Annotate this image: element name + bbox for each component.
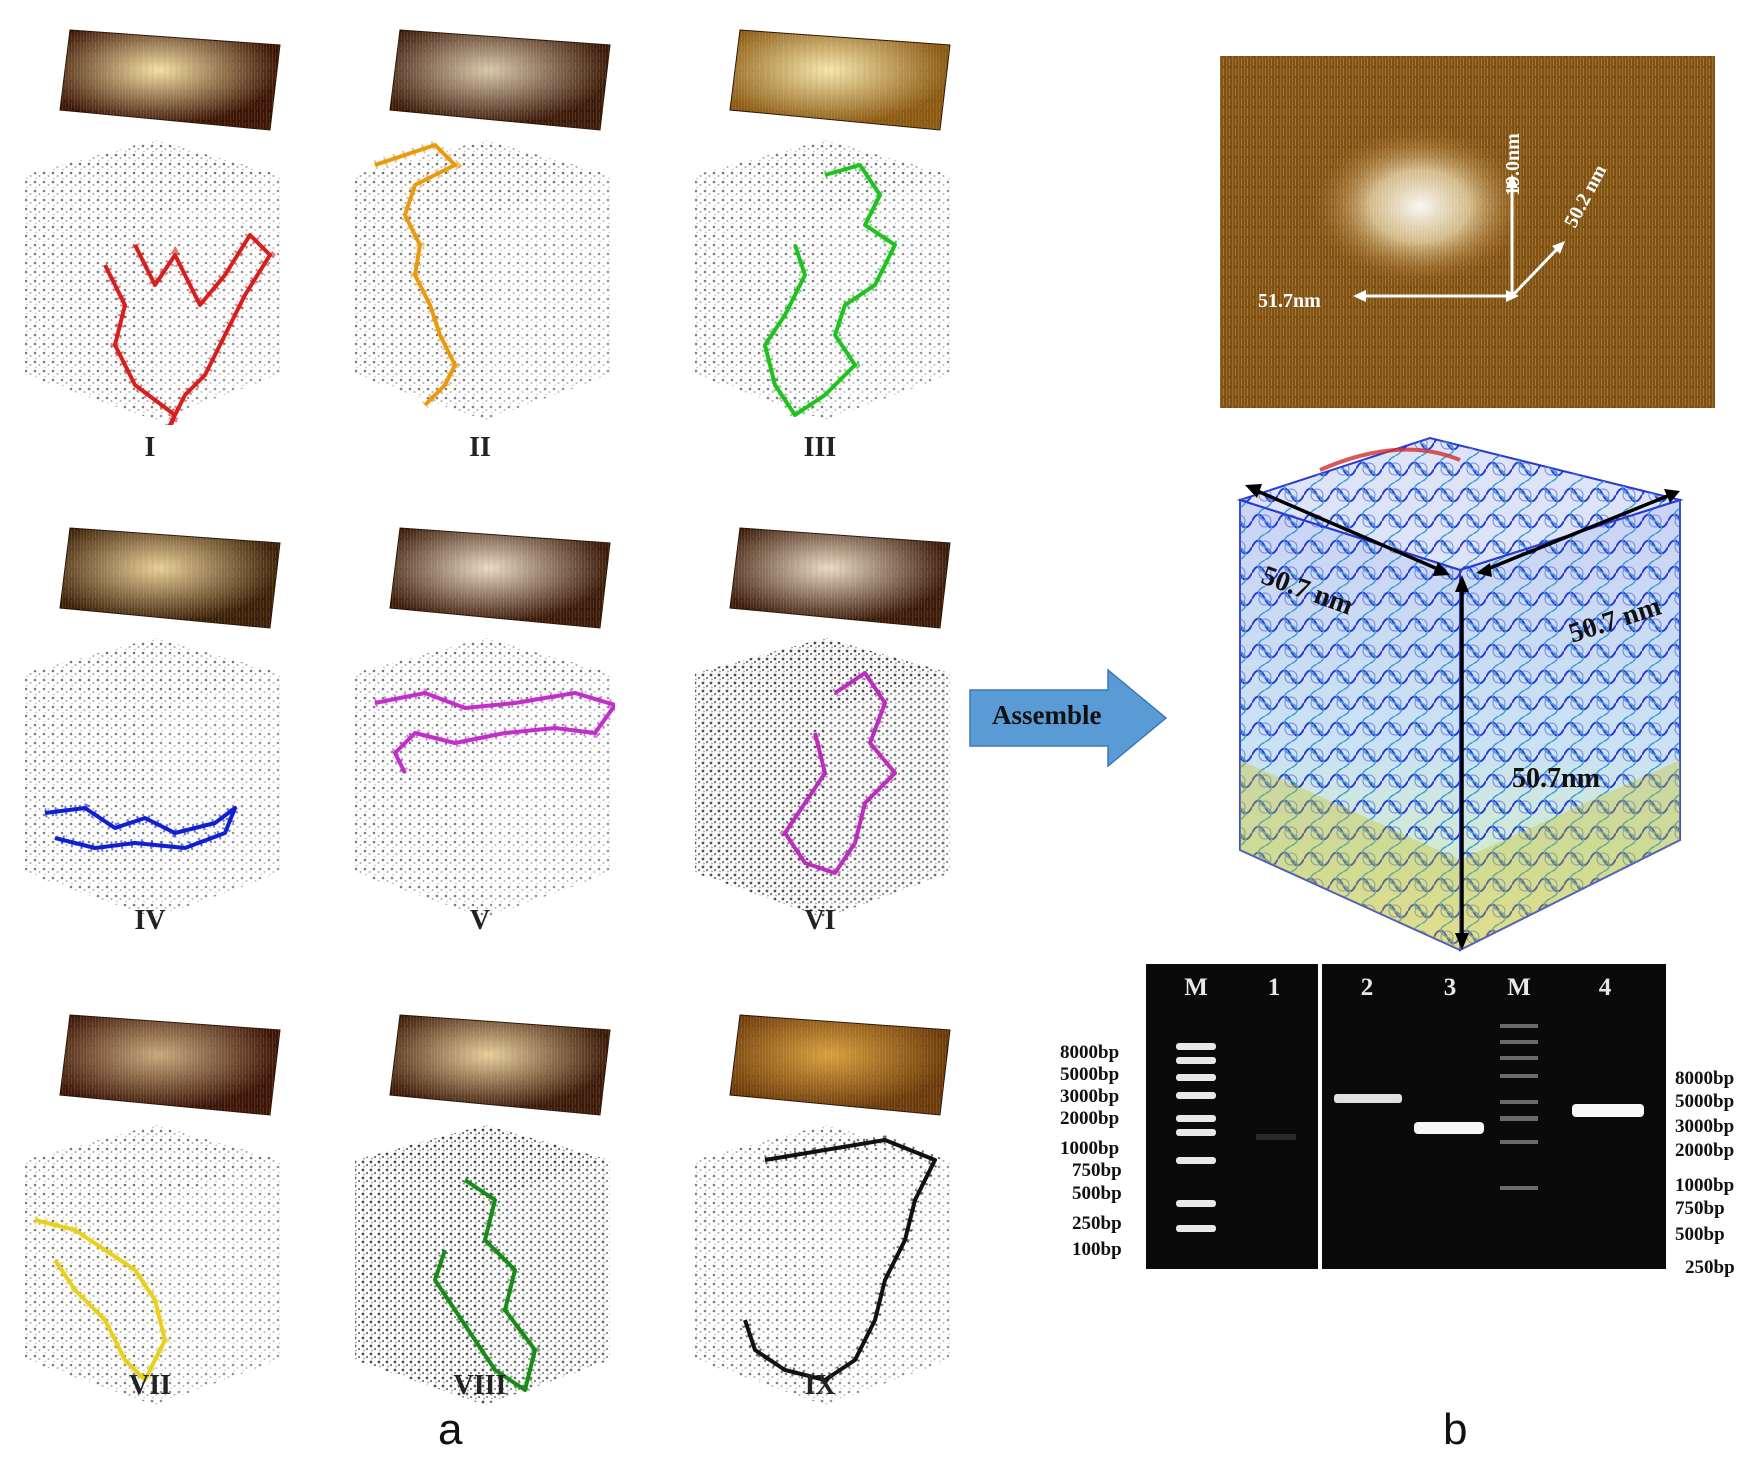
structure-label: VII	[128, 1370, 171, 1401]
structure-label: VIII	[453, 1370, 507, 1401]
highlighted-strand	[103, 233, 272, 425]
afm-thumbnail-III	[729, 29, 951, 131]
bp-label: 100bp	[1072, 1239, 1122, 1260]
structure-label: II	[469, 432, 491, 463]
bp-label: 2000bp	[1675, 1140, 1735, 1161]
height-label: 19.0nm	[1502, 133, 1524, 196]
bp-label: 250bp	[1685, 1257, 1735, 1278]
bp-label: 3000bp	[1060, 1086, 1120, 1107]
dna-cube-VI	[695, 638, 950, 918]
bp-label: 2000bp	[1060, 1108, 1120, 1129]
depth-arrow	[1510, 244, 1562, 298]
gel-right-lane-2: 2	[1360, 974, 1374, 1001]
bp-label: 8000bp	[1675, 1068, 1735, 1089]
assembled-cube-model	[1236, 436, 1684, 952]
structure-label: VI	[804, 905, 836, 936]
structure-label: V	[469, 905, 491, 936]
bp-label: 500bp	[1675, 1224, 1725, 1245]
highlighted-strand	[783, 671, 897, 875]
gel-right-lane-M: M	[1507, 974, 1531, 1001]
gel-left: M 1	[1146, 964, 1318, 1269]
assemble-arrow	[969, 668, 1168, 768]
afm-thumbnail-I	[59, 29, 281, 131]
gel-left-lane-1: 1	[1267, 974, 1281, 1001]
dna-cube-IV	[25, 638, 280, 918]
assemble-label: Assemble	[992, 700, 1102, 730]
panel-a-letter: a	[438, 1405, 463, 1454]
dna-cube-VII	[25, 1125, 280, 1405]
afm-thumbnail-VIII	[389, 1014, 611, 1116]
bp-label: 1000bp	[1060, 1138, 1120, 1159]
bp-label: 5000bp	[1675, 1091, 1735, 1112]
bp-label: 3000bp	[1675, 1116, 1735, 1137]
dna-cube-III	[695, 140, 950, 422]
dna-cube-I	[25, 140, 280, 425]
model-dim-vertical: 50.7nm	[1512, 763, 1600, 794]
gel-left-lane-M: M	[1184, 974, 1208, 1001]
dna-cube-V	[355, 638, 615, 918]
afm-thumbnail-IV	[59, 527, 281, 629]
afm-thumbnail-II	[389, 29, 611, 131]
bp-label: 250bp	[1072, 1213, 1122, 1234]
panel-b-letter: b	[1443, 1405, 1468, 1454]
afm-thumbnail-VI	[729, 527, 951, 629]
afm-thumbnail-V	[389, 527, 611, 629]
afm-image-assembled: 19.0nm 50.2 nm 51.7nm	[1220, 56, 1715, 408]
highlighted-strand	[763, 163, 897, 417]
gel-right-lane-4: 4	[1598, 974, 1612, 1001]
structure-label: IX	[804, 1370, 836, 1401]
structure-label: IV	[134, 905, 166, 936]
gel-right: 2 3 M 4	[1322, 964, 1666, 1269]
assemble-arrow-shape	[969, 668, 1168, 768]
width-label: 51.7nm	[1258, 290, 1321, 312]
afm-thumbnail-VII	[59, 1014, 281, 1116]
structure-label: I	[144, 432, 156, 463]
bp-label: 750bp	[1072, 1160, 1122, 1181]
bp-label: 750bp	[1675, 1198, 1725, 1219]
structure-label: III	[803, 432, 837, 463]
bp-label: 1000bp	[1675, 1175, 1735, 1196]
bp-label: 8000bp	[1060, 1042, 1120, 1063]
afm-thumbnail-IX	[729, 1014, 951, 1116]
dna-cube-VIII	[355, 1125, 610, 1405]
bp-label: 500bp	[1072, 1183, 1122, 1204]
bp-label: 5000bp	[1060, 1064, 1120, 1085]
gel-right-lane-3: 3	[1443, 974, 1457, 1001]
dna-cube-IX	[695, 1125, 950, 1405]
dna-cube-II	[355, 139, 610, 420]
